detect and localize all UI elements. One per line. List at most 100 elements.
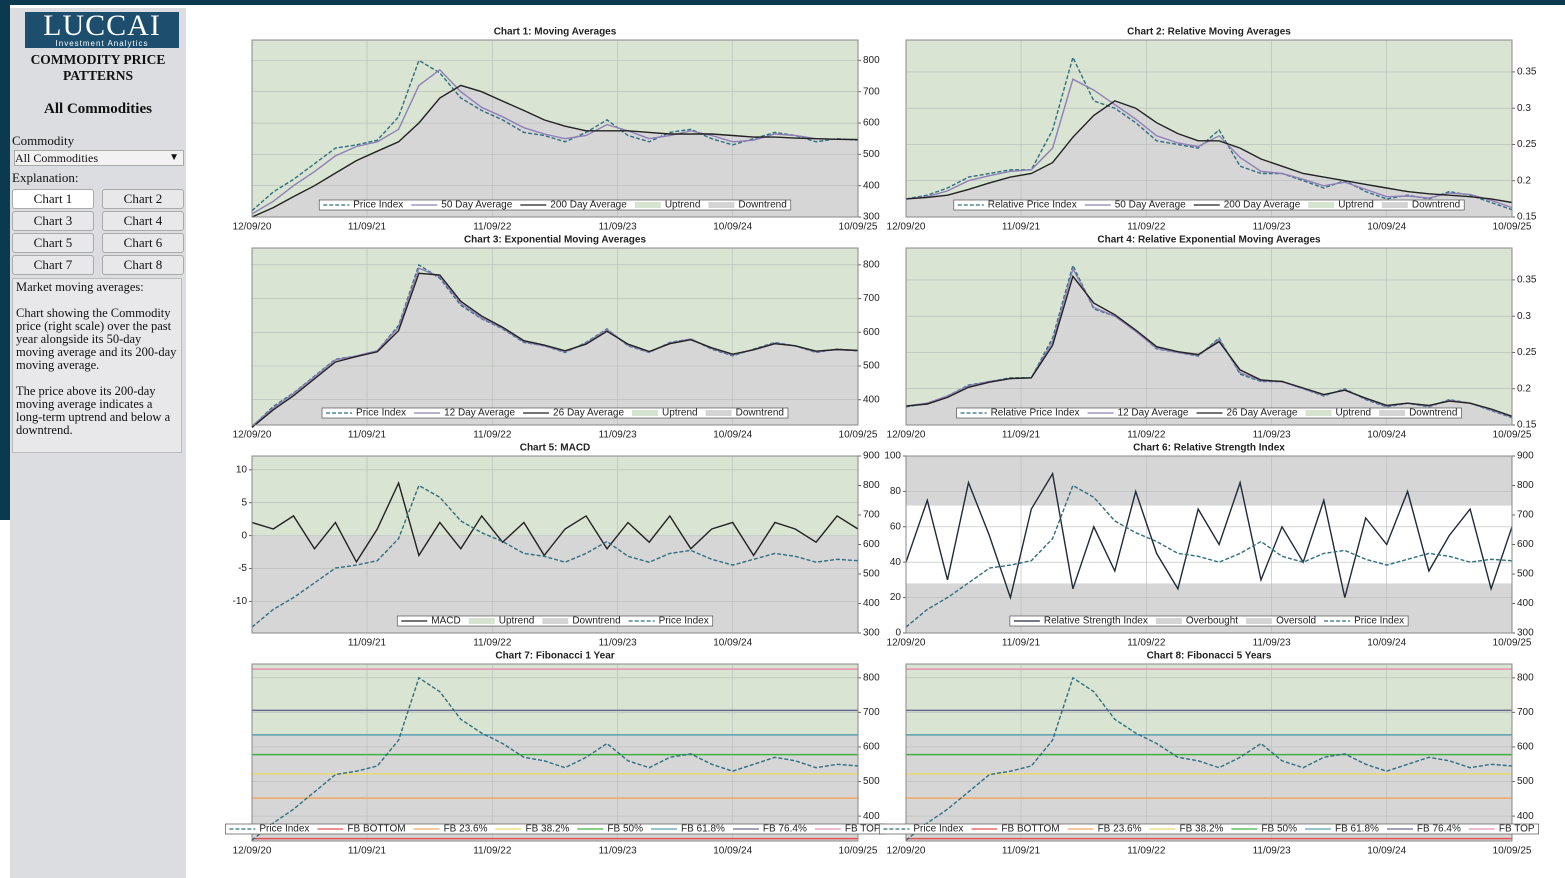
- legend-label: FB BOTTOM: [1001, 824, 1059, 835]
- y2-tick-label: 400: [1517, 598, 1534, 609]
- x-tick-label: 10/09/24: [1367, 846, 1406, 857]
- x-tick-label: 11/09/23: [599, 638, 638, 649]
- y-tick-label: 0.2: [1517, 383, 1531, 394]
- plot-frame: [905, 455, 1513, 634]
- y-tick-label: 800: [863, 55, 880, 66]
- plot-background: [252, 456, 858, 633]
- neutral-band: [906, 505, 1512, 584]
- legend-label: FB 50%: [607, 824, 643, 835]
- legend: Relative Price Index 50 Day Average 200 Da…: [953, 200, 1465, 211]
- x-tick-label: 10/09/24: [1367, 222, 1406, 233]
- y-tick-label: 800: [863, 259, 880, 270]
- chart-button[interactable]: Chart 7: [12, 255, 94, 275]
- x-tick-label: 11/09/22: [1127, 846, 1166, 857]
- x-tick-label: 11/09/22: [473, 222, 512, 233]
- y-tick-label: 500: [863, 776, 880, 787]
- x-tick-label: 11/09/22: [473, 846, 512, 857]
- legend-label: 26 Day Average: [553, 408, 624, 419]
- x-tick-label: 11/09/21: [1002, 430, 1041, 441]
- dropdown-arrow: ▼: [169, 152, 179, 163]
- downtrend-area: [906, 276, 1512, 425]
- x-tick-label: 11/09/21: [1002, 846, 1041, 857]
- legend: Price Index 12 Day Average 26 Day Average U…: [321, 408, 789, 419]
- x-tick-label: 11/09/21: [1002, 222, 1041, 233]
- x-tick-label: 11/09/23: [1253, 846, 1292, 857]
- subtitle: All Commodities: [44, 101, 152, 117]
- legend-label: Uptrend: [1335, 408, 1371, 419]
- y-tick-label: 700: [863, 86, 880, 97]
- x-tick-label: 10/09/25: [1493, 430, 1532, 441]
- chart-title: Chart 4: Relative Exponential Moving Ave…: [1097, 235, 1321, 246]
- legend-swatch: [632, 410, 659, 416]
- legend-label: FB TOP: [845, 824, 881, 835]
- legend: MACD Uptrend Downtrend Price Index: [396, 616, 714, 627]
- series-line: [251, 267, 859, 427]
- x-tick-label: 10/09/25: [839, 430, 878, 441]
- logo-tagline: Investment Analytics: [55, 39, 149, 48]
- y-tick-label: -5: [238, 563, 247, 574]
- plot-background: [252, 664, 858, 841]
- chart-button[interactable]: Chart 1: [12, 189, 94, 209]
- series-line: [905, 263, 1513, 419]
- y-tick-label: 500: [1517, 776, 1534, 787]
- y-tick-label: 600: [863, 742, 880, 753]
- explanation: Market moving averages: Chart showing th…: [12, 278, 182, 453]
- legend-swatch: [1308, 202, 1335, 208]
- x-tick-label: 12/09/20: [233, 846, 272, 857]
- y-tick-label: 40: [890, 557, 902, 568]
- legend: Price Index FB BOTTOM FB 23.6% FB 38.2% FB 5…: [879, 824, 1539, 835]
- y-tick-label: 800: [1517, 672, 1534, 683]
- chart-button[interactable]: Chart 5: [12, 233, 94, 253]
- y-tick-label: 400: [1517, 811, 1534, 822]
- y-tick-label: 400: [863, 811, 880, 822]
- legend-label: Downtrend: [572, 616, 620, 627]
- plot-background: [906, 456, 1512, 633]
- y2-tick-label: 900: [863, 451, 880, 462]
- legend: Relative Strength Index Overbought Oversol…: [1009, 616, 1409, 627]
- commodity-select[interactable]: All Commodities ▼: [14, 150, 184, 166]
- legend-label: FB 23.6%: [1098, 824, 1142, 835]
- chart-button[interactable]: Chart 8: [102, 255, 184, 275]
- x-tick-label: 11/09/23: [1253, 430, 1292, 441]
- y2-tick-label: 300: [1517, 628, 1534, 639]
- legend-swatch: [542, 618, 569, 624]
- series-line: [905, 55, 1513, 211]
- x-tick-label: 10/09/24: [713, 846, 752, 857]
- legend-swatch: [705, 410, 732, 416]
- series-line: [905, 100, 1513, 204]
- chart-button[interactable]: Chart 6: [102, 233, 184, 253]
- y2-tick-label: 900: [1517, 451, 1534, 462]
- chart-button[interactable]: Chart 3: [12, 211, 94, 231]
- legend-label: Downtrend: [736, 408, 784, 419]
- legend-label: Uptrend: [665, 200, 701, 211]
- y2-tick-label: 500: [863, 569, 880, 580]
- chart-button[interactable]: Chart 4: [102, 211, 184, 231]
- series-line: [251, 484, 859, 628]
- legend-label: FB 50%: [1261, 824, 1297, 835]
- legend-label: Downtrend: [1409, 408, 1457, 419]
- legend-label: Relative Price Index: [988, 200, 1077, 211]
- x-tick-label: 10/09/25: [1493, 638, 1532, 649]
- x-tick-label: 11/09/23: [599, 222, 638, 233]
- legend-box: [318, 199, 792, 211]
- y-tick-label: 5: [241, 497, 247, 508]
- x-tick-label: 11/09/23: [599, 846, 638, 857]
- legend-label: 200 Day Average: [550, 200, 627, 211]
- legend: Price Index FB BOTTOM FB 23.6% FB 38.2% FB 5…: [225, 823, 885, 835]
- x-tick-label: 10/09/24: [1367, 430, 1406, 441]
- legend: Relative Price Index 12 Day Average 26 Day…: [956, 408, 1462, 419]
- y-tick-label: 0.35: [1517, 275, 1537, 286]
- y-tick-label: 700: [863, 293, 880, 304]
- plot-frame: [905, 39, 1513, 218]
- y2-tick-label: 700: [863, 510, 880, 521]
- series-line: [905, 78, 1513, 209]
- y-tick-label: 700: [863, 707, 880, 718]
- y-tick-label: 0.2: [1517, 175, 1531, 186]
- legend-label: FB 61.8%: [1335, 824, 1379, 835]
- chart-button[interactable]: Chart 2: [102, 189, 184, 209]
- y-tick-label: 400: [863, 394, 880, 405]
- legend-box: [225, 823, 885, 835]
- y-tick-label: 0.25: [1517, 347, 1537, 358]
- legend-swatch: [1381, 202, 1408, 208]
- series-line: [251, 676, 859, 841]
